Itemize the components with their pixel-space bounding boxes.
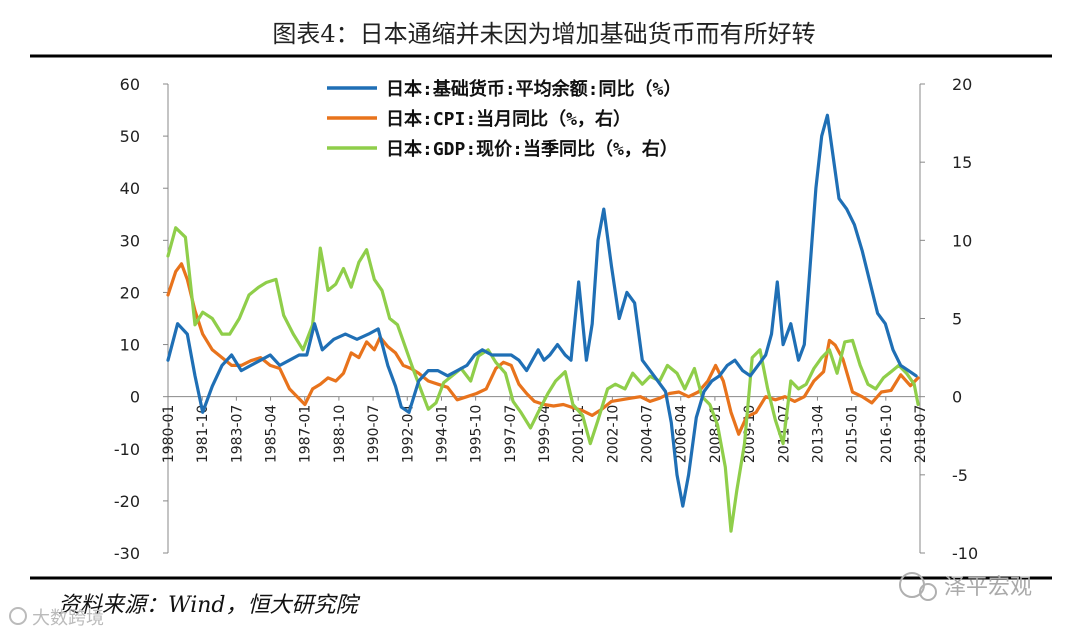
- x-tick-label: 1990-07: [366, 405, 382, 464]
- brand-icon: [9, 607, 27, 625]
- x-tick-label: 2002-10: [605, 405, 621, 464]
- corner-watermark-text: 大数跨境: [32, 608, 104, 629]
- x-tick-label: 1988-10: [332, 405, 348, 464]
- x-tick-label: 1994-01: [434, 405, 450, 464]
- wechat-icon-small: [919, 583, 937, 601]
- left-tick-label: 10: [120, 336, 140, 355]
- left-tick-label: -30: [114, 544, 140, 563]
- legend-label: 日本:基础货币:平均余额:同比（%）: [386, 78, 681, 100]
- left-tick-label: 40: [120, 179, 140, 198]
- x-tick-label: 1981-10: [195, 405, 211, 464]
- x-tick-label: 2004-07: [640, 405, 656, 464]
- axes: 6050403020100-10-20-3020151050-5-101980-…: [114, 75, 978, 563]
- x-tick-label: 1992-04: [400, 405, 416, 464]
- x-tick-label: 2018-07: [913, 405, 929, 464]
- right-tick-label: 20: [952, 75, 972, 94]
- left-tick-label: 30: [120, 231, 140, 250]
- x-tick-label: 1987-01: [298, 405, 314, 464]
- left-tick-label: 0: [130, 388, 140, 407]
- x-tick-label: 2013-04: [810, 405, 826, 464]
- corner-watermark: 大数跨境: [9, 607, 104, 629]
- x-tick-label: 2006-04: [674, 405, 690, 464]
- x-tick-label: 1983-07: [229, 405, 245, 464]
- x-tick-label: 2015-01: [845, 405, 861, 464]
- chart-title: 图表4：日本通缩并未因为增加基础货币而有所好转: [272, 20, 815, 48]
- legend: 日本:基础货币:平均余额:同比（%） 日本:CPI:当月同比（%，右） 日本:GDP…: [327, 78, 681, 160]
- x-tick-label: 2008-01: [708, 405, 724, 464]
- right-tick-label: -5: [952, 466, 968, 485]
- right-tick-label: 5: [952, 310, 962, 329]
- left-tick-label: 20: [120, 283, 140, 302]
- left-tick-label: -10: [114, 440, 140, 459]
- x-tick-label: 1985-04: [264, 405, 280, 464]
- legend-label: 日本:GDP:现价:当季同比（%，右）: [386, 138, 678, 160]
- left-tick-label: 60: [120, 75, 140, 94]
- right-tick-label: 0: [952, 388, 962, 407]
- right-tick-label: 10: [952, 231, 972, 250]
- x-tick-label: 1995-10: [469, 405, 485, 464]
- x-tick-label: 1999-04: [537, 405, 553, 464]
- left-tick-label: -20: [114, 492, 140, 511]
- series-line-0: [166, 113, 918, 508]
- x-tick-label: 1980-01: [161, 405, 177, 464]
- source-note: 资料来源：Wind，恒大研究院: [58, 593, 361, 618]
- x-tick-label: 2016-10: [879, 405, 895, 464]
- x-tick-label: 1997-07: [503, 405, 519, 464]
- right-tick-label: 15: [952, 153, 972, 172]
- watermark-text: 泽平宏观: [944, 575, 1032, 600]
- left-tick-label: 50: [120, 127, 140, 146]
- series-line-1: [166, 262, 920, 436]
- series-layer: [166, 113, 920, 533]
- right-tick-label: -10: [952, 544, 978, 563]
- legend-label: 日本:CPI:当月同比（%，右）: [386, 108, 631, 130]
- series-line-2: [166, 226, 920, 533]
- watermark: 泽平宏观: [899, 572, 1032, 601]
